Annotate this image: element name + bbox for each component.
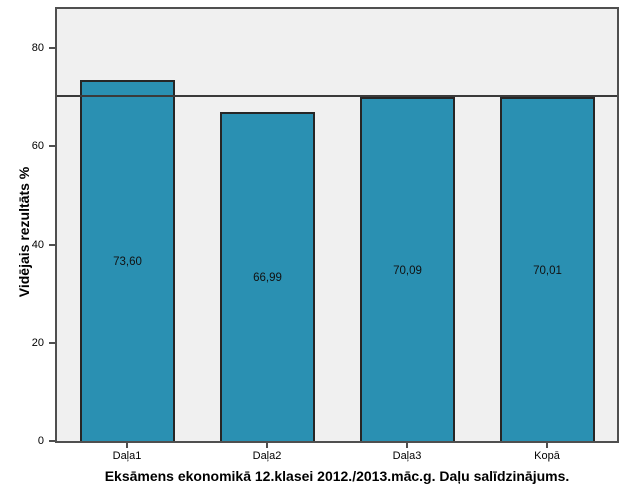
x-tick-label-Daļa1: Daļa1: [112, 450, 142, 462]
bar-Daļa3: 70,09: [360, 97, 455, 441]
plot-area: 73,60 66,99 70,09 70,01: [55, 7, 619, 443]
x-tick-mark: [266, 443, 268, 448]
y-tick-mark: [49, 342, 55, 344]
reference-line: [57, 95, 617, 97]
y-axis: 0 20 40 60 80: [0, 9, 55, 447]
y-tick-label: 80: [31, 42, 44, 54]
bar-value-label: 70,01: [533, 265, 562, 277]
y-tick-label: 60: [31, 140, 44, 152]
y-tick-mark: [49, 244, 55, 246]
y-tick-label: 0: [37, 435, 44, 447]
bar-Kopā: 70,01: [500, 97, 595, 441]
bar-value-label: 73,60: [113, 256, 142, 268]
x-tick-label-Daļa2: Daļa2: [252, 450, 282, 462]
chart-title: Eksāmens ekonomikā 12.klasei 2012./2013.…: [104, 468, 570, 484]
y-tick-label: 40: [31, 239, 44, 251]
x-tick-label-Daļa3: Daļa3: [392, 450, 422, 462]
bar-Daļa1: 73,60: [80, 80, 175, 441]
x-axis: Daļa1 Daļa2 Daļa3 Kopā: [57, 443, 617, 467]
x-tick-mark: [406, 443, 408, 448]
y-tick-label: 20: [31, 337, 44, 349]
x-tick-mark: [546, 443, 548, 448]
bar-Daļa2: 66,99: [220, 112, 315, 441]
bars-layer: 73,60 66,99 70,09 70,01: [57, 9, 617, 441]
bar-value-label: 66,99: [253, 272, 282, 284]
x-tick-mark: [126, 443, 128, 448]
y-tick-mark: [49, 47, 55, 49]
y-tick-mark: [49, 145, 55, 147]
x-tick-label-Kopā: Kopā: [534, 450, 560, 462]
y-tick-mark: [49, 440, 55, 442]
bar-value-label: 70,09: [393, 265, 422, 277]
